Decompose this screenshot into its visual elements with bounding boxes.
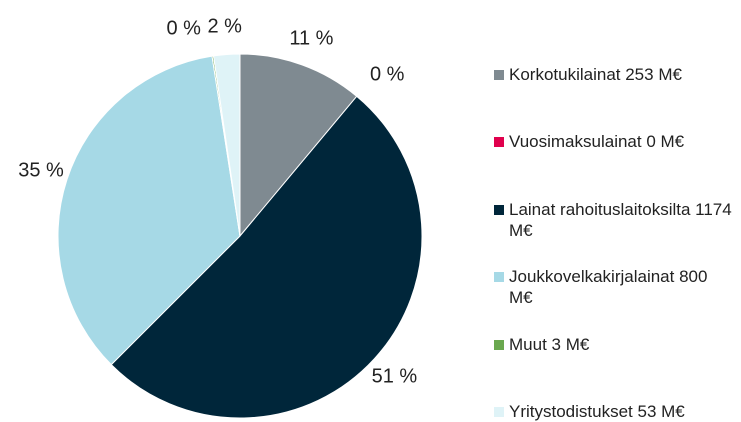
legend-item: Joukkovelkakirjalainat 800 M€ [494, 266, 734, 308]
legend-swatch [494, 407, 504, 417]
legend-item: Vuosimaksulainat 0 M€ [494, 131, 734, 152]
slice-label: 35 % [18, 159, 64, 181]
slice-label: 0 % [166, 17, 201, 39]
legend-item: Yritystodistukset 53 M€ [494, 401, 734, 422]
legend-label: Korkotukilainat 253 M€ [509, 65, 682, 84]
pie-slice [110, 95, 423, 419]
legend-item: Lainat rahoituslaitoksilta 1174 M€ [494, 199, 734, 241]
pie-slice [57, 55, 241, 366]
slice-label: 0 % [370, 64, 405, 86]
pie-slice [212, 53, 241, 237]
slice-label: 2 % [208, 16, 243, 38]
legend-swatch [494, 70, 504, 80]
slice-label: 51 % [372, 366, 418, 388]
legend-label: Muut 3 M€ [509, 334, 590, 354]
slice-label: 11 % [289, 28, 333, 50]
legend-label: Lainat rahoituslaitoksilta 1174 M€ [509, 199, 732, 240]
legend-swatch [494, 272, 504, 283]
legend-label: Joukkovelkakirjalainat 800 M€ [509, 267, 708, 308]
legend-label: Yritystodistukset 53 M€ [509, 402, 685, 421]
legend-item: Muut 3 M€ [494, 334, 734, 355]
pie-slice [239, 53, 358, 238]
legend-item: Korkotukilainat 253 M€ [494, 64, 734, 85]
legend-swatch [494, 339, 504, 350]
legend-swatch [494, 204, 504, 215]
legend-swatch [494, 137, 504, 148]
legend-label: Vuosimaksulainat 0 M€ [509, 132, 685, 152]
